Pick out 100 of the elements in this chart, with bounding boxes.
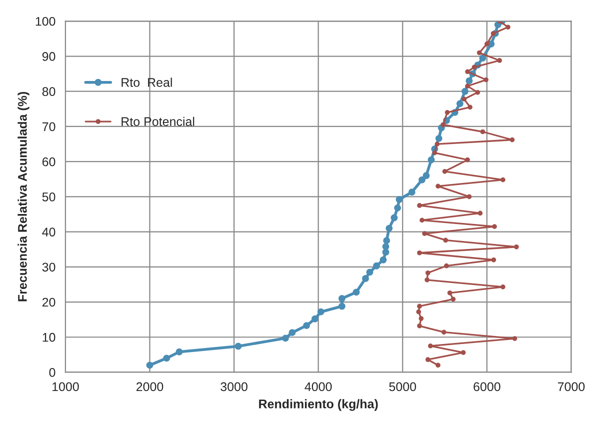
- point: [418, 316, 424, 321]
- point: [288, 329, 296, 336]
- point: [444, 110, 450, 115]
- point: [436, 362, 440, 368]
- x-tick-label: 2000: [136, 382, 164, 392]
- point: [506, 24, 510, 30]
- point: [428, 156, 435, 164]
- y-tick-label: 0: [49, 368, 56, 377]
- point: [465, 69, 470, 74]
- point: [417, 250, 422, 256]
- point: [163, 354, 170, 362]
- x-tick-label: 5000: [389, 382, 416, 392]
- legend-label: Rto Real: [122, 78, 172, 87]
- point: [386, 224, 393, 232]
- point: [480, 129, 486, 134]
- point: [450, 296, 456, 302]
- point: [447, 290, 452, 296]
- point: [466, 194, 472, 200]
- point: [390, 214, 398, 222]
- point: [317, 308, 324, 316]
- point: [490, 31, 496, 36]
- y-tick-label: 60: [42, 157, 56, 166]
- point: [434, 142, 440, 146]
- x-tick-label: 3000: [220, 382, 248, 392]
- point: [435, 134, 442, 142]
- point: [510, 137, 515, 142]
- point: [282, 334, 289, 342]
- point: [366, 268, 374, 276]
- point: [418, 176, 426, 184]
- point: [491, 257, 496, 262]
- x-tick-label: 6000: [474, 382, 500, 392]
- point: [460, 350, 466, 356]
- y-tick-label: 30: [42, 262, 56, 272]
- y-tick-label: 70: [42, 122, 56, 132]
- point: [443, 238, 448, 243]
- point: [417, 203, 422, 208]
- x-tick-label: 1000: [52, 382, 79, 392]
- point: [436, 184, 440, 189]
- point: [440, 122, 446, 128]
- point: [416, 309, 422, 314]
- point: [442, 168, 448, 174]
- point: [417, 304, 422, 309]
- point: [234, 342, 242, 350]
- point: [422, 231, 427, 236]
- x-tick-label: 7000: [558, 382, 585, 392]
- point: [383, 237, 390, 244]
- point: [303, 322, 310, 330]
- point: [428, 343, 433, 348]
- point: [394, 204, 402, 212]
- point: [492, 224, 497, 229]
- point: [468, 104, 472, 110]
- y-tick-label: 40: [42, 228, 56, 236]
- point: [382, 248, 390, 256]
- point: [432, 150, 438, 156]
- point: [408, 188, 416, 196]
- point: [425, 270, 430, 276]
- point: [465, 157, 470, 162]
- point: [514, 244, 519, 250]
- y-tick-label: 10: [42, 332, 56, 342]
- point: [382, 243, 390, 250]
- point: [338, 302, 346, 310]
- y-tick-label: 90: [42, 52, 56, 61]
- point: [424, 277, 430, 282]
- point: [484, 77, 488, 82]
- point: [476, 50, 482, 56]
- legend-label: Rto Potencial: [122, 116, 194, 126]
- point: [465, 84, 470, 89]
- point: [500, 177, 506, 182]
- point: [500, 284, 506, 290]
- y-tick-label: 80: [42, 87, 56, 96]
- point: [176, 348, 183, 356]
- point: [441, 330, 446, 335]
- point: [396, 196, 403, 203]
- point: [352, 288, 360, 296]
- y-axis-title: Frecuencia Relativa Acumulada (%): [18, 92, 30, 302]
- point: [484, 42, 490, 46]
- y-tick-label: 100: [36, 16, 56, 26]
- point: [497, 58, 502, 63]
- point: [425, 357, 430, 362]
- point: [311, 315, 318, 322]
- point: [479, 54, 486, 62]
- point: [462, 88, 468, 95]
- point: [472, 64, 477, 70]
- point: [417, 323, 422, 328]
- point: [420, 218, 424, 223]
- point: [478, 210, 483, 216]
- point: [456, 100, 464, 108]
- x-tick-label: 4000: [304, 382, 332, 392]
- y-tick-label: 20: [42, 298, 56, 307]
- point: [444, 263, 449, 268]
- point: [380, 256, 387, 264]
- point: [475, 90, 480, 95]
- point: [338, 295, 346, 302]
- x-axis-title: Rendimiento (kg/ha): [259, 399, 378, 411]
- point: [373, 262, 380, 270]
- point: [362, 275, 369, 282]
- point: [466, 77, 473, 84]
- point: [146, 362, 154, 369]
- point: [512, 336, 518, 341]
- point: [462, 96, 467, 102]
